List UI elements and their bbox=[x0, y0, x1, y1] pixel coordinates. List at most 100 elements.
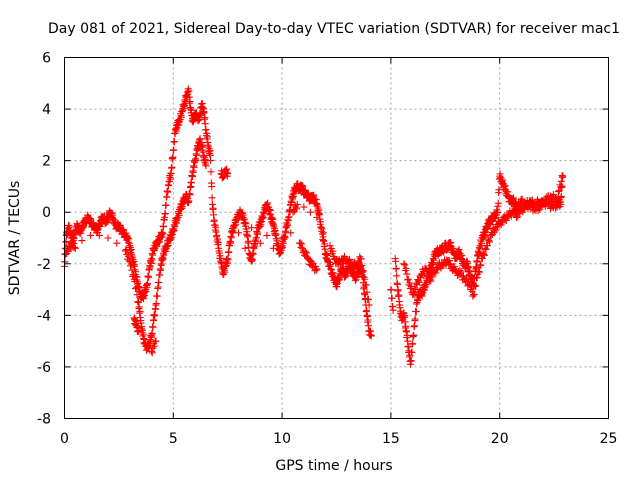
data-point bbox=[395, 291, 403, 299]
data-point bbox=[353, 273, 361, 281]
data-point bbox=[207, 157, 215, 165]
data-point bbox=[401, 261, 409, 269]
data-point bbox=[157, 266, 165, 274]
data-point bbox=[227, 239, 235, 247]
data-point bbox=[358, 262, 366, 270]
data-point bbox=[259, 214, 267, 222]
data-point bbox=[157, 261, 165, 269]
data-point bbox=[427, 277, 435, 285]
data-point bbox=[278, 244, 286, 252]
data-point bbox=[400, 260, 408, 268]
data-point bbox=[494, 223, 502, 231]
data-point bbox=[494, 208, 502, 216]
data-point bbox=[288, 199, 296, 207]
data-point bbox=[414, 277, 422, 285]
data-point bbox=[298, 240, 306, 248]
data-point bbox=[554, 188, 562, 196]
data-point bbox=[241, 244, 249, 252]
data-point bbox=[253, 230, 261, 238]
data-point bbox=[181, 102, 189, 110]
x-tick-label: 5 bbox=[169, 431, 178, 447]
data-point bbox=[308, 258, 316, 266]
data-point bbox=[411, 284, 419, 292]
data-point bbox=[168, 163, 176, 171]
data-point bbox=[221, 268, 229, 276]
data-point bbox=[402, 264, 410, 272]
y-tick-label: 4 bbox=[42, 102, 51, 118]
y-tick-label: -2 bbox=[37, 257, 51, 273]
chart-title: Day 081 of 2021, Sidereal Day-to-day VTE… bbox=[48, 21, 620, 37]
data-point bbox=[148, 256, 156, 264]
data-point bbox=[132, 285, 140, 293]
data-point bbox=[293, 205, 301, 213]
data-point bbox=[124, 252, 132, 260]
data-point bbox=[135, 303, 143, 311]
y-axis-label: SDTVAR / TECUs bbox=[7, 181, 23, 296]
data-point bbox=[337, 260, 345, 268]
data-point bbox=[303, 249, 311, 257]
data-point bbox=[131, 278, 139, 286]
data-point bbox=[313, 213, 321, 221]
data-point bbox=[123, 250, 131, 258]
data-point bbox=[190, 163, 198, 171]
data-point bbox=[70, 240, 78, 248]
data-point bbox=[554, 195, 562, 203]
data-point bbox=[361, 275, 369, 283]
data-point bbox=[208, 194, 216, 202]
data-point bbox=[192, 156, 200, 164]
data-point bbox=[269, 244, 277, 252]
data-point bbox=[71, 244, 79, 252]
data-point bbox=[287, 229, 295, 237]
data-point bbox=[301, 248, 309, 256]
data-point bbox=[113, 239, 121, 247]
data-point bbox=[160, 251, 168, 259]
data-point bbox=[494, 199, 502, 207]
data-point bbox=[432, 269, 440, 277]
data-point bbox=[229, 228, 237, 236]
data-point bbox=[153, 292, 161, 300]
data-point bbox=[313, 265, 321, 273]
data-point bbox=[556, 181, 564, 189]
data-point bbox=[415, 278, 423, 286]
y-tick-label: 2 bbox=[42, 154, 51, 170]
data-point bbox=[401, 312, 409, 320]
plot-frame bbox=[64, 57, 609, 419]
data-point bbox=[514, 213, 522, 221]
data-point bbox=[410, 290, 418, 298]
data-point bbox=[475, 268, 483, 276]
data-point bbox=[209, 204, 217, 212]
data-point bbox=[177, 113, 185, 121]
data-point bbox=[248, 256, 256, 264]
y-tick-label: -6 bbox=[37, 360, 51, 376]
data-point bbox=[148, 330, 156, 338]
data-point bbox=[446, 257, 454, 265]
data-point bbox=[175, 211, 183, 219]
data-point bbox=[486, 238, 494, 246]
data-point bbox=[166, 175, 174, 183]
y-tick-label: -4 bbox=[37, 308, 51, 324]
data-point bbox=[121, 247, 129, 255]
data-point bbox=[146, 263, 154, 271]
data-point bbox=[408, 348, 416, 356]
data-point bbox=[357, 255, 365, 263]
data-point bbox=[148, 347, 156, 355]
data-point bbox=[472, 282, 480, 290]
data-point bbox=[129, 271, 137, 279]
data-point bbox=[128, 266, 136, 274]
y-tick-label: -8 bbox=[37, 412, 51, 428]
data-point bbox=[127, 262, 135, 270]
data-point bbox=[409, 340, 417, 348]
data-point bbox=[134, 298, 142, 306]
data-point bbox=[152, 300, 160, 308]
data-point bbox=[401, 318, 409, 326]
data-point bbox=[202, 162, 210, 170]
grid bbox=[64, 57, 609, 419]
data-point bbox=[412, 285, 420, 293]
data-point bbox=[251, 242, 259, 250]
data-point bbox=[404, 275, 412, 283]
data-point bbox=[507, 212, 515, 220]
data-point bbox=[132, 284, 140, 292]
data-point bbox=[185, 197, 193, 205]
data-point bbox=[285, 213, 293, 221]
data-point bbox=[170, 138, 178, 146]
